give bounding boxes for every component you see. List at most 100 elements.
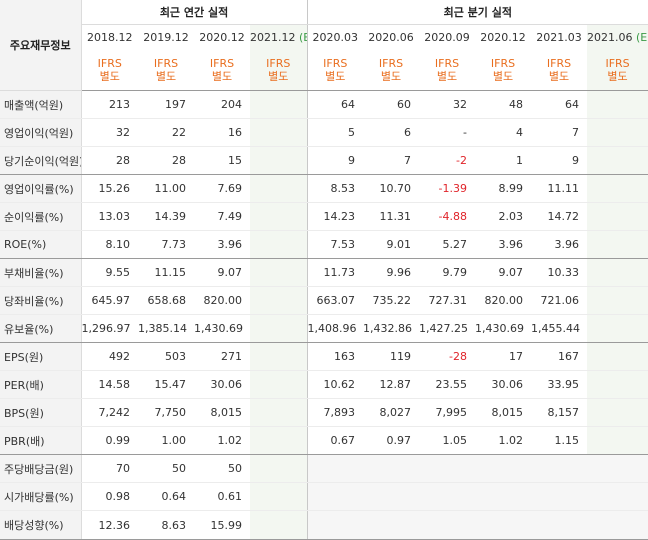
period-header-quarterly-4: 2021.03: [531, 25, 587, 51]
table-cell: 3.96: [194, 230, 250, 259]
table-cell: 1,455.44: [531, 314, 588, 343]
table-cell: [250, 510, 308, 540]
row-label: 부채비율(%): [0, 258, 82, 287]
table-row: PER(배) 14.58 15.47 30.06 10.62 12.87 23.55 30.0…: [0, 370, 648, 399]
table-cell: 8,015: [194, 398, 250, 427]
standalone-label: 별도: [492, 70, 514, 83]
table-cell: [531, 510, 588, 540]
table-cell: 1.00: [138, 426, 194, 455]
table-cell: [587, 258, 648, 287]
table-cell: 8,157: [531, 398, 588, 427]
table-cell: [250, 286, 308, 315]
table-cell: [250, 398, 308, 427]
table-cell: 213: [81, 90, 138, 119]
table-cell: [587, 202, 648, 231]
estimate-mark: (E): [299, 31, 307, 44]
table-cell: [250, 426, 308, 455]
table-cell: 50: [138, 454, 194, 483]
table-row: 배당성향(%) 12.36 8.63 15.99: [0, 510, 648, 540]
group-header-row: 주요재무정보 최근 연간 실적 최근 분기 실적: [0, 0, 648, 91]
table-cell: 1,427.25: [419, 314, 476, 343]
standalone-label: 별도: [211, 70, 233, 83]
table-cell: [587, 286, 648, 315]
table-cell: [419, 454, 476, 483]
table-row: 주당배당금(원) 70 50 50: [0, 454, 648, 483]
table-cell: 14.72: [531, 202, 588, 231]
table-cell: [250, 454, 308, 483]
table-cell: 23.55: [419, 370, 476, 399]
table-cell: -2: [419, 146, 476, 175]
table-cell: 15.26: [81, 174, 138, 203]
estimate-mark: (E): [636, 31, 648, 44]
ifrs-cell-quarterly-3: IFRS 별도: [475, 50, 532, 91]
row-label: EPS(원): [0, 342, 82, 371]
row-label: 당좌비율(%): [0, 286, 82, 315]
period-label: 2019.12: [143, 31, 189, 44]
table-cell: 7: [363, 146, 420, 175]
standalone-label: 별도: [99, 70, 120, 83]
table-cell: [587, 482, 648, 511]
period-label: 2021.06: [587, 31, 633, 44]
period-label: 2020.09: [424, 31, 470, 44]
period-header-quarterly-5: 2021.06 (E): [587, 24, 648, 50]
table-cell: [587, 90, 648, 119]
table-cell: [250, 370, 308, 399]
table-cell: 7,242: [81, 398, 138, 427]
table-cell: [250, 118, 308, 147]
table-cell: 60: [363, 90, 420, 119]
table-cell: 1,430.69: [475, 314, 532, 343]
table-cell: 17: [475, 342, 532, 371]
table-cell: 14.39: [138, 202, 194, 231]
standalone-label: 별도: [268, 70, 289, 83]
ifrs-cell-annual-3: IFRS 별도: [250, 50, 308, 91]
table-cell: 0.67: [306, 426, 364, 455]
table-cell: [363, 482, 420, 511]
table-cell: [250, 258, 308, 287]
table-cell: 9.07: [194, 258, 250, 287]
table-cell: 12.87: [363, 370, 420, 399]
table-cell: -4.88: [419, 202, 476, 231]
table-cell: 0.98: [81, 482, 138, 511]
table-cell: 15.47: [138, 370, 194, 399]
table-cell: [587, 146, 648, 175]
ifrs-label: IFRS: [378, 57, 404, 70]
row-label: PER(배): [0, 370, 82, 399]
table-cell: 30.06: [194, 370, 250, 399]
table-cell: 64: [531, 90, 588, 119]
table-row: 당좌비율(%) 645.97 658.68 820.00 663.07 735.22 727…: [0, 286, 648, 315]
table-cell: 658.68: [138, 286, 194, 315]
table-cell: 7.53: [306, 230, 364, 259]
table-cell: -: [419, 118, 476, 147]
table-cell: 1,432.86: [363, 314, 420, 343]
table-cell: 9.55: [81, 258, 138, 287]
ifrs-label: IFRS: [434, 57, 460, 70]
ifrs-cell-quarterly-0: IFRS 별도: [306, 50, 364, 91]
period-label: 2020.03: [312, 31, 359, 44]
table-row: 시가배당률(%) 0.98 0.64 0.61: [0, 482, 648, 511]
ifrs-cell-quarterly-4: IFRS 별도: [531, 50, 588, 91]
table-cell: 8.63: [138, 510, 194, 540]
row-label: 영업이익률(%): [0, 174, 82, 203]
row-label: 영업이익(억원): [0, 118, 82, 147]
table-cell: [419, 510, 476, 540]
table-cell: 32: [419, 90, 476, 119]
table-cell: [475, 510, 532, 540]
row-label: BPS(원): [0, 398, 82, 427]
table-cell: 1.02: [475, 426, 532, 455]
table-cell: [587, 174, 648, 203]
table-cell: 15.99: [194, 510, 250, 540]
table-cell: 820.00: [475, 286, 532, 315]
table-cell: 9.79: [419, 258, 476, 287]
table-cell: [363, 510, 420, 540]
quarterly-group-header: 최근 분기 실적: [306, 0, 648, 25]
table-cell: [306, 454, 364, 483]
table-cell: 64: [306, 90, 364, 119]
table-cell: [419, 482, 476, 511]
table-cell: 8.53: [306, 174, 364, 203]
table-cell: 10.33: [531, 258, 588, 287]
table-cell: 14.58: [81, 370, 138, 399]
table-cell: -28: [419, 342, 476, 371]
ifrs-label: IFRS: [153, 57, 179, 70]
table-cell: 197: [138, 90, 194, 119]
period-label: 2020.12: [199, 31, 245, 44]
